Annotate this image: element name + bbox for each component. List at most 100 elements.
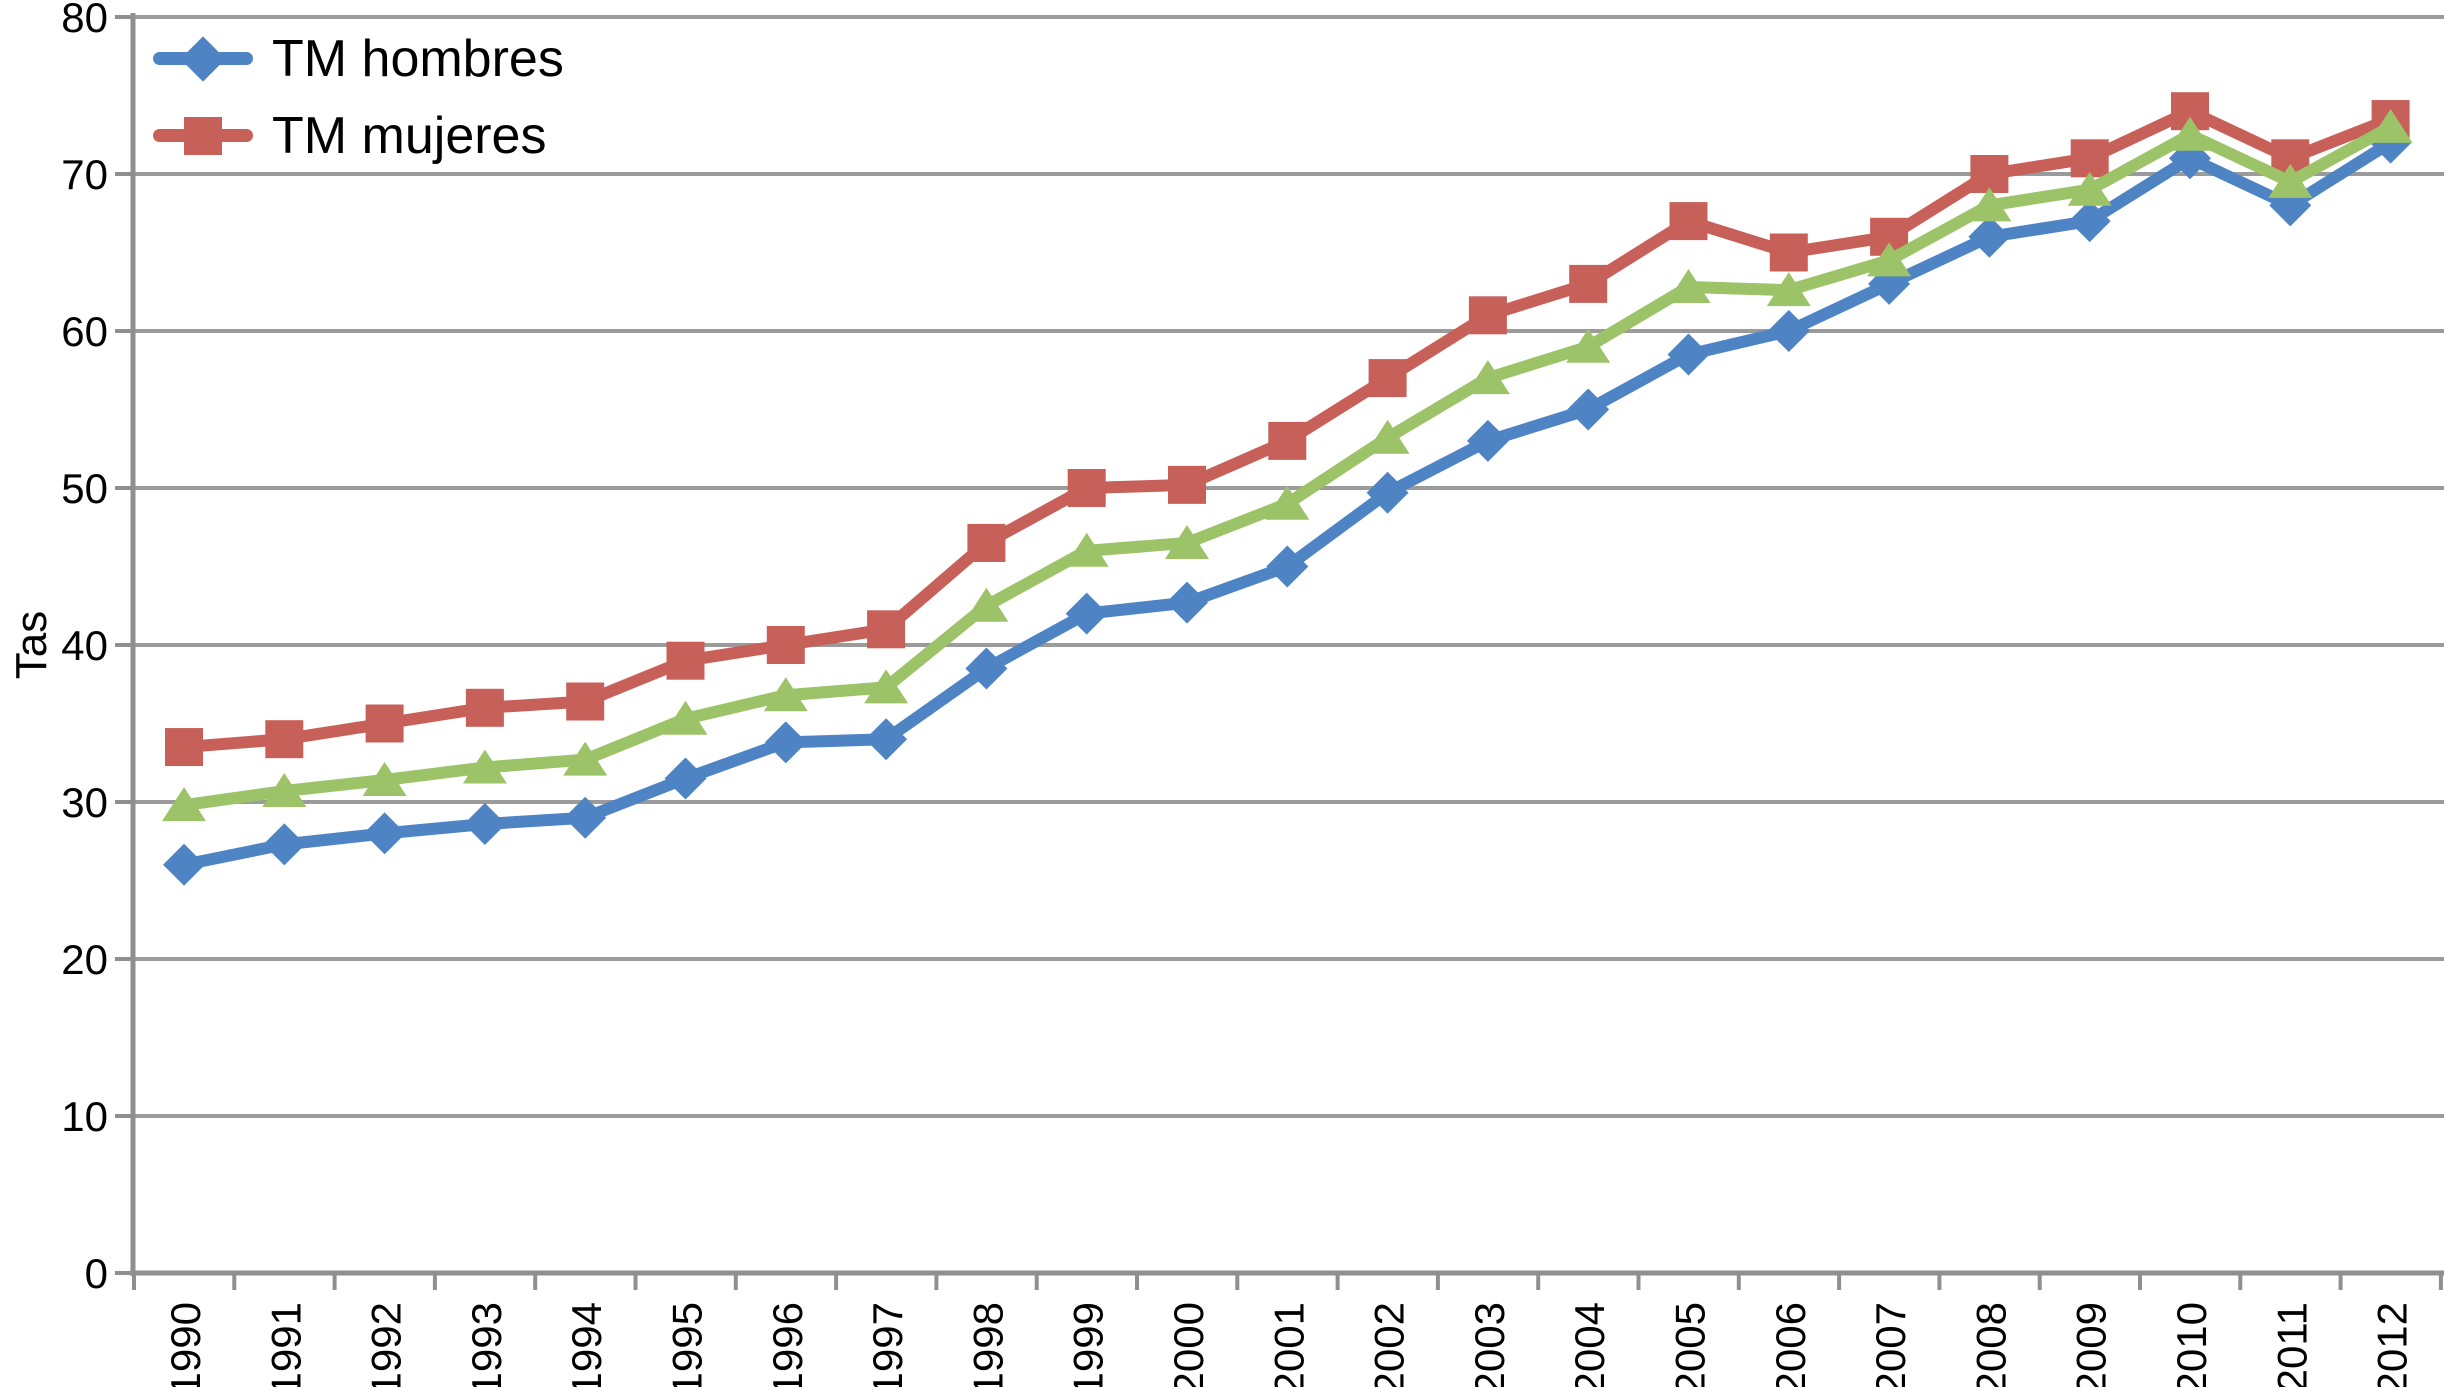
x-tick-label-2011: 2011 bbox=[2268, 1302, 2315, 1387]
legend-item-tm-mujeres: TM mujeres bbox=[153, 97, 564, 174]
diamond-marker-2001 bbox=[1266, 545, 1309, 588]
square-marker-1998 bbox=[967, 523, 1006, 562]
square-marker-1990 bbox=[165, 728, 203, 767]
x-tick-label-2004: 2004 bbox=[1566, 1302, 1613, 1387]
triangle-marker-1994 bbox=[563, 741, 608, 776]
x-tick-label-2000: 2000 bbox=[1165, 1302, 1212, 1387]
square-marker-1997 bbox=[867, 610, 906, 649]
triangle-marker-2003 bbox=[1465, 360, 1510, 395]
x-tick-label-1994: 1994 bbox=[563, 1302, 610, 1387]
x-tick-label-2012: 2012 bbox=[2369, 1302, 2416, 1387]
square-marker-2005 bbox=[1669, 202, 1708, 241]
y-tick-label-80: 80 bbox=[61, 0, 108, 41]
x-tick-label-1998: 1998 bbox=[964, 1302, 1011, 1387]
square-marker-1991 bbox=[265, 720, 304, 759]
square-marker-1994 bbox=[566, 682, 605, 721]
y-tick-label-70: 70 bbox=[61, 151, 108, 198]
x-tick-label-1999: 1999 bbox=[1065, 1302, 1112, 1387]
triangle-marker-2000 bbox=[1165, 524, 1209, 559]
diamond-marker-2005 bbox=[1667, 333, 1710, 376]
square-marker-2000 bbox=[1168, 465, 1206, 504]
series-tm-mujeres bbox=[165, 92, 2410, 767]
triangle-marker-1992 bbox=[362, 762, 407, 797]
triangle-marker-1998 bbox=[964, 587, 1009, 622]
triangle-marker-1997 bbox=[864, 669, 909, 704]
triangle-marker-2005 bbox=[1666, 269, 1711, 304]
triangle-marker-2007 bbox=[1867, 242, 1912, 277]
diamond-marker-1993 bbox=[463, 802, 506, 845]
y-tick-label-50: 50 bbox=[61, 465, 108, 512]
diamond-marker-1994 bbox=[564, 796, 607, 839]
diamond-marker-2003 bbox=[1466, 419, 1509, 462]
legend-line-sample-blue bbox=[153, 35, 253, 82]
x-tick-label-1996: 1996 bbox=[764, 1302, 811, 1387]
diamond-marker-1992 bbox=[363, 812, 406, 855]
legend-label-tm-hombres: TM hombres bbox=[272, 29, 564, 88]
y-tick-label-0: 0 bbox=[85, 1250, 108, 1297]
diamond-marker-2008 bbox=[1968, 215, 2011, 258]
square-marker-2002 bbox=[1368, 359, 1407, 398]
triangle-marker-2010 bbox=[2168, 116, 2212, 151]
square-marker-icon bbox=[184, 116, 222, 155]
square-marker-2008 bbox=[1970, 155, 2009, 193]
diamond-marker-1995 bbox=[664, 757, 707, 800]
y-tick-label-40: 40 bbox=[61, 622, 108, 669]
diamond-marker-1990 bbox=[163, 843, 205, 886]
triangle-marker-1995 bbox=[663, 700, 708, 735]
y-tick-label-20: 20 bbox=[61, 936, 108, 983]
square-marker-2004 bbox=[1569, 264, 1608, 303]
triangle-marker-1999 bbox=[1064, 532, 1109, 567]
x-tick-label-2001: 2001 bbox=[1265, 1302, 1312, 1387]
x-tick-label-2006: 2006 bbox=[1767, 1302, 1814, 1387]
square-marker-1993 bbox=[465, 688, 504, 727]
diamond-marker-1996 bbox=[764, 721, 807, 764]
diamond-marker-1999 bbox=[1065, 592, 1108, 635]
x-tick-label-2003: 2003 bbox=[1466, 1302, 1513, 1387]
diamond-marker-2009 bbox=[2068, 200, 2111, 243]
legend-line-sample-red bbox=[153, 116, 253, 155]
square-marker-2009 bbox=[2070, 139, 2109, 178]
diamond-marker-2002 bbox=[1366, 471, 1409, 514]
x-tick-label-2010: 2010 bbox=[2168, 1302, 2215, 1387]
diamond-marker-icon bbox=[180, 35, 226, 82]
square-marker-1992 bbox=[365, 704, 404, 743]
triangle-marker-2002 bbox=[1365, 419, 1410, 454]
y-tick-label-60: 60 bbox=[61, 308, 108, 355]
x-tick-label-1991: 1991 bbox=[262, 1302, 309, 1387]
triangle-marker-2011 bbox=[2268, 163, 2313, 198]
x-tick-label-1997: 1997 bbox=[864, 1302, 911, 1387]
y-tick-label-30: 30 bbox=[61, 779, 108, 826]
square-marker-2001 bbox=[1268, 421, 1307, 460]
y-tick-label-10: 10 bbox=[61, 1093, 108, 1140]
legend-item-tm-hombres: TM hombres bbox=[153, 20, 564, 97]
x-tick-label-2009: 2009 bbox=[2068, 1302, 2115, 1387]
diamond-marker-2000 bbox=[1166, 581, 1208, 624]
y-axis-title: Tas bbox=[7, 611, 56, 679]
triangle-marker-2004 bbox=[1566, 328, 1611, 363]
triangle-marker-1996 bbox=[763, 677, 808, 712]
triangle-marker-1993 bbox=[462, 749, 507, 784]
triangle-marker-2006 bbox=[1766, 272, 1811, 307]
diamond-marker-1998 bbox=[965, 647, 1008, 690]
legend: TM hombres TM mujeres bbox=[153, 20, 564, 174]
x-tick-label-2002: 2002 bbox=[1366, 1302, 1413, 1387]
x-tick-label-2007: 2007 bbox=[1867, 1302, 1914, 1387]
triangle-marker-1991 bbox=[262, 773, 307, 808]
triangle-marker-2012 bbox=[2368, 108, 2413, 143]
x-tick-label-1993: 1993 bbox=[463, 1302, 510, 1387]
triangle-marker-2001 bbox=[1265, 485, 1310, 520]
square-marker-2006 bbox=[1769, 233, 1808, 272]
square-marker-1999 bbox=[1067, 469, 1106, 507]
x-tick-label-2005: 2005 bbox=[1667, 1302, 1714, 1387]
x-tick-label-1995: 1995 bbox=[664, 1302, 711, 1387]
triangle-marker-1990 bbox=[162, 787, 206, 822]
x-tick-label-1990: 1990 bbox=[162, 1302, 209, 1387]
series-unlabeled bbox=[162, 108, 2413, 822]
triangle-marker-2009 bbox=[2067, 171, 2112, 206]
square-marker-2003 bbox=[1468, 296, 1507, 335]
triangle-marker-2008 bbox=[1967, 187, 2012, 222]
x-tick-label-1992: 1992 bbox=[363, 1302, 410, 1387]
diamond-marker-1997 bbox=[865, 718, 908, 761]
